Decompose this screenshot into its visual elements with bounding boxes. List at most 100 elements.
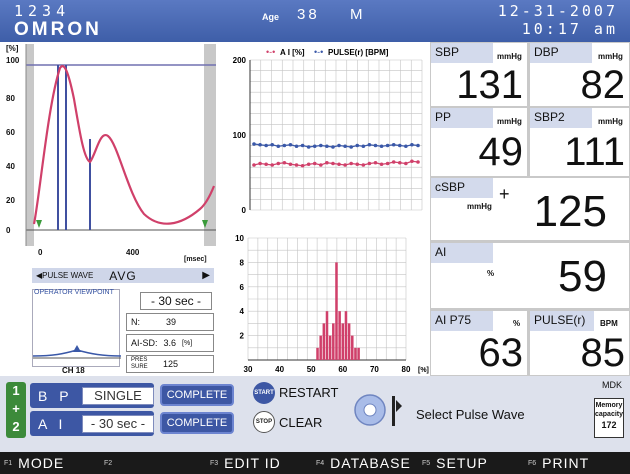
trend-point-0 <box>294 163 299 167</box>
trend-point-0 <box>367 161 372 166</box>
start-icon[interactable]: START <box>253 382 275 404</box>
fkey-number: F6 <box>528 459 537 467</box>
fkey-edit-id[interactable]: F3 EDIT ID <box>210 452 281 474</box>
pulse-label: PULSE(r) <box>530 311 594 331</box>
dpad-icon[interactable] <box>352 388 412 440</box>
mode-prev-label[interactable]: ◀PULSE WAVE <box>36 271 94 280</box>
step-plus: + <box>12 401 20 416</box>
trend-point-1 <box>319 143 323 148</box>
bp-label: B P <box>38 387 73 404</box>
ai75-cell: AI P75 % 63 <box>431 311 527 375</box>
trend-point-1 <box>331 145 335 149</box>
trend-point-1 <box>416 143 420 148</box>
fkey-print[interactable]: F6 PRINT <box>528 452 589 474</box>
trend-point-1 <box>258 142 262 147</box>
pulse-wave-mode-selector[interactable]: ◀PULSE WAVE AVG ▶ <box>32 268 214 283</box>
ai-pulse-trend-chart: 200 100 0 •-• A I [%] •-• PULSE(r) [BPM] <box>233 47 423 215</box>
step-top: 1 <box>12 383 20 398</box>
waveform-start-marker[interactable] <box>36 220 42 228</box>
trend-series-line-0 <box>253 160 419 167</box>
trend-point-1 <box>252 142 256 146</box>
age-label: Age <box>262 12 280 22</box>
hist-x-tick: 60 <box>338 365 347 374</box>
trend-point-0 <box>252 163 256 167</box>
csbp-cell: cSBP mmHg + 125 <box>431 178 629 240</box>
time-display: 10:17 am <box>521 20 618 38</box>
trend-point-1 <box>276 144 281 149</box>
waveform-right-margin <box>204 44 216 246</box>
waveform-y-tick: 20 <box>6 196 15 205</box>
sbp2-value: 111 <box>564 130 625 174</box>
waveform-x-unit: [msec] <box>184 256 207 263</box>
mode-value: AVG <box>109 268 137 283</box>
trend-point-0 <box>361 163 366 167</box>
fkey-label[interactable]: MODE <box>18 455 65 471</box>
hist-y-tick: 8 <box>240 258 245 267</box>
stat-n-row: N: 39 <box>126 313 214 331</box>
ai-mode-row[interactable]: A I - 30 sec - <box>30 411 154 436</box>
trend-series-line-1 <box>253 143 419 148</box>
waveform-left-margin <box>26 44 34 246</box>
ai75-unit: % <box>513 319 521 328</box>
bp-complete-button[interactable]: COMPLETE <box>160 384 234 406</box>
age-value: 38 <box>297 6 320 23</box>
waveform-y-unit: [%] <box>6 44 19 53</box>
ai-cell: AI % 59 <box>431 243 629 308</box>
csbp-prefix: + <box>499 184 510 204</box>
mode-next-arrow[interactable]: ▶ <box>202 270 210 281</box>
clear-button[interactable]: CLEAR <box>279 415 323 430</box>
trend-point-0 <box>410 159 414 164</box>
fkey-database[interactable]: F4 DATABASE <box>316 452 411 474</box>
sbp-label: SBP <box>431 43 493 63</box>
legend-ai-marker: •-• <box>266 47 275 57</box>
trend-point-0 <box>404 161 408 166</box>
fkey-setup[interactable]: F5 SETUP <box>422 452 488 474</box>
ai-value: 59 <box>558 252 607 301</box>
dpad-right-arrow[interactable] <box>396 400 402 412</box>
trend-point-1 <box>397 143 402 148</box>
stat-n-label: N: <box>131 317 140 327</box>
ai-complete-button[interactable]: COMPLETE <box>160 412 234 434</box>
trend-point-1 <box>391 142 396 147</box>
stop-icon[interactable]: STOP <box>253 411 275 433</box>
trend-y-tick: 0 <box>242 206 247 215</box>
hist-x-tick: 70 <box>370 365 379 374</box>
trend-point-0 <box>416 160 420 164</box>
hist-x-tick: 30 <box>244 365 253 374</box>
fkey-f2[interactable]: F2 <box>104 452 118 474</box>
trend-point-1 <box>373 143 378 148</box>
hist-bar <box>319 335 322 360</box>
trend-point-0 <box>391 160 396 164</box>
hist-y-tick: 10 <box>235 234 244 243</box>
legend-pulse-marker: •-• <box>314 47 323 57</box>
hist-bar <box>347 323 351 360</box>
fkey-label[interactable]: EDIT ID <box>224 455 281 471</box>
dbp-cell: DBP mmHg 82 <box>530 43 629 106</box>
trend-y-tick: 100 <box>233 131 247 140</box>
bp-mode-value[interactable]: SINGLE <box>82 386 154 405</box>
ai-mode-value[interactable]: - 30 sec - <box>82 414 154 433</box>
bp-mode-row[interactable]: B P SINGLE <box>30 383 154 408</box>
trend-point-1 <box>349 145 353 149</box>
ai-row-label: A I <box>38 415 67 432</box>
trend-point-0 <box>300 163 305 168</box>
waveform-x-tick: 0 <box>38 248 43 257</box>
trend-point-1 <box>306 145 311 149</box>
ai-unit: % <box>487 269 495 278</box>
hist-y-tick: 2 <box>240 332 245 341</box>
fkey-label[interactable]: PRINT <box>542 455 590 471</box>
fkey-label[interactable]: DATABASE <box>330 455 411 471</box>
dpad-center[interactable] <box>363 403 377 417</box>
restart-button[interactable]: RESTART <box>279 385 339 400</box>
function-key-bar: F1 MODE F2 F3 EDIT ID F4 DATABASE F5 SET… <box>0 452 630 474</box>
trend-point-1 <box>410 142 414 147</box>
legend-ai-label: A I [%] <box>280 48 305 57</box>
trend-point-1 <box>325 144 329 149</box>
pulse-waveform-panel: [%] 100 80 60 40 20 0 0 400 [msec] <box>4 44 218 266</box>
waveform-end-marker[interactable] <box>202 220 208 228</box>
trend-point-0 <box>343 163 347 167</box>
trend-point-0 <box>258 161 262 166</box>
fkey-mode[interactable]: F1 MODE <box>4 452 64 474</box>
trend-point-0 <box>276 161 281 166</box>
fkey-label[interactable]: SETUP <box>436 455 488 471</box>
